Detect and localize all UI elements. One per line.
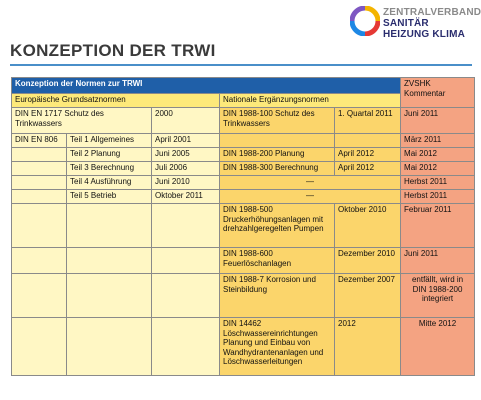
eu-part-cell: Teil 4 Ausführung	[66, 175, 152, 190]
table-header-comment: ZVSHK Kommentar	[400, 77, 476, 108]
nat-date-cell	[333, 133, 402, 148]
eu-part-cell	[66, 203, 152, 248]
table-row: DIN 1988-7 Korrosion und Steinbildung De…	[11, 273, 476, 318]
logo-line-3: HEIZUNG KLIMA	[383, 29, 466, 40]
comment-cell: Herbst 2011	[400, 175, 476, 190]
logo-line-2: SANITÄR	[383, 18, 429, 29]
nat-norm-cell: —	[218, 189, 402, 204]
eu-norm-cell	[11, 189, 67, 204]
eu-norm-cell	[11, 247, 67, 274]
eu-date-cell	[151, 203, 220, 248]
eu-norm-cell: DIN EN 806	[11, 133, 67, 148]
comment-cell: Mai 2012	[400, 161, 476, 176]
eu-date-cell: Juli 2006	[151, 161, 220, 176]
nat-date-cell: April 2012	[333, 147, 402, 162]
nat-norm-cell: DIN 1988-100 Schutz des Trinkwassers	[219, 107, 335, 134]
eu-date-cell	[151, 247, 220, 274]
zvshk-logo: ZENTRALVERBAND SANITÄR HEIZUNG KLIMA	[350, 4, 481, 42]
title-divider	[10, 64, 472, 66]
comment-cell: Juni 2011	[400, 247, 476, 274]
page-title: KONZEPTION DER TRWI	[10, 41, 216, 60]
table-row: Teil 2 Planung Juni 2005 DIN 1988-200 Pl…	[11, 147, 476, 162]
trwi-norms-table: Konzeption der Normen zur TRWI ZVSHK Kom…	[10, 77, 476, 376]
logo-text: ZENTRALVERBAND SANITÄR HEIZUNG KLIMA	[383, 7, 481, 40]
eu-norm-cell	[11, 175, 67, 190]
eu-norm-cell: DIN EN 1717 Schutz des Trinkwassers	[11, 107, 152, 134]
comment-cell: Februar 2011	[400, 203, 476, 248]
nat-date-cell: Oktober 2010	[333, 203, 402, 248]
nat-date-cell: Dezember 2010	[333, 247, 402, 274]
eu-part-cell: Teil 5 Betrieb	[66, 189, 152, 204]
eu-date-cell: April 2001	[151, 133, 220, 148]
eu-part-cell: Teil 3 Berechnung	[66, 161, 152, 176]
nat-norm-cell: —	[218, 175, 402, 190]
nat-date-cell: 2012	[333, 317, 402, 376]
eu-part-cell: Teil 2 Planung	[66, 147, 152, 162]
nat-norm-cell: DIN 1988-600 Feuerlöschanlagen	[219, 247, 335, 274]
table-row: DIN 1988-500 Druckerhöhungsanlagen mit d…	[11, 203, 476, 248]
comment-cell: März 2011	[400, 133, 476, 148]
eu-date-cell: Juni 2010	[151, 175, 220, 190]
eu-norm-cell	[11, 317, 67, 376]
eu-part-cell	[66, 273, 152, 318]
comment-cell: Mitte 2012	[400, 317, 476, 376]
nat-norm-cell: DIN 1988-300 Berechnung	[219, 161, 335, 176]
eu-norm-cell	[11, 203, 67, 248]
eu-norm-cell	[11, 161, 67, 176]
eu-date-cell: Juni 2005	[151, 147, 220, 162]
table-header-eu: Europäische Grundsatznormen	[11, 93, 220, 108]
table-row: Teil 3 Berechnung Juli 2006 DIN 1988-300…	[11, 161, 476, 176]
eu-part-cell	[66, 317, 152, 376]
eu-part-cell	[66, 247, 152, 274]
nat-norm-cell: DIN 1988-7 Korrosion und Steinbildung	[219, 273, 335, 318]
table-row: DIN EN 806 Teil 1 Allgemeines April 2001…	[11, 133, 476, 148]
nat-norm-cell	[219, 133, 335, 148]
nat-date-cell: April 2012	[333, 161, 402, 176]
nat-norm-cell: DIN 1988-500 Druckerhöhungsanlagen mit d…	[219, 203, 335, 248]
eu-norm-cell	[11, 147, 67, 162]
nat-norm-cell: DIN 1988-200 Planung	[219, 147, 335, 162]
table-header-national: Nationale Ergänzungsnormen	[218, 93, 402, 108]
nat-date-cell: 1. Quartal 2011	[333, 107, 402, 134]
comment-cell: Mai 2012	[400, 147, 476, 162]
nat-norm-cell: DIN 14462 Löschwassereinrichtungen Planu…	[219, 317, 335, 376]
eu-norm-cell	[11, 273, 67, 318]
zvshk-color-ring-logo-icon	[350, 6, 380, 36]
comment-cell: Juni 2011	[400, 107, 476, 134]
table-row: DIN 14462 Löschwassereinrichtungen Planu…	[11, 317, 476, 376]
eu-date-cell: Oktober 2011	[151, 189, 220, 204]
table-row: DIN EN 1717 Schutz des Trinkwassers 2000…	[11, 107, 476, 134]
table-row: Teil 5 Betrieb Oktober 2011 — Herbst 201…	[11, 189, 476, 204]
table-row: DIN 1988-600 Feuerlöschanlagen Dezember …	[11, 247, 476, 274]
eu-date-cell	[151, 273, 220, 318]
eu-part-cell: Teil 1 Allgemeines	[66, 133, 152, 148]
logo-line-1: ZENTRALVERBAND	[383, 7, 481, 18]
eu-date-cell: 2000	[151, 107, 220, 134]
nat-date-cell: Dezember 2007	[333, 273, 402, 318]
comment-cell: entfällt, wird in DIN 1988-200 integrier…	[400, 273, 476, 318]
table-header-main: Konzeption der Normen zur TRWI	[10, 77, 402, 94]
eu-date-cell	[151, 317, 220, 376]
comment-cell: Herbst 2011	[400, 189, 476, 204]
table-row: Teil 4 Ausführung Juni 2010 — Herbst 201…	[11, 175, 476, 190]
